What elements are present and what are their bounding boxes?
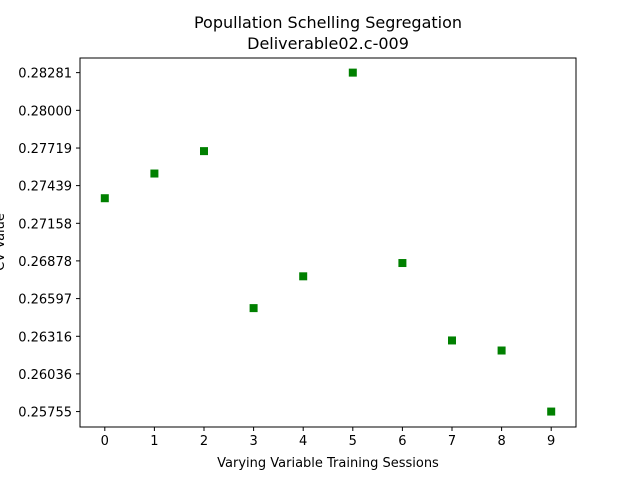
data-point	[100, 194, 109, 203]
data-point	[200, 147, 208, 156]
x-tick-label: 3	[249, 434, 257, 449]
x-tick-label: 8	[497, 434, 505, 449]
x-axis-ticks: 0 1 2 3 4 5 6 7 8 9	[101, 427, 555, 449]
y-axis-ticks: 0.25755 0.26036 0.26316 0.26597 0.26878 0.271…	[18, 67, 80, 421]
data-point	[547, 407, 556, 416]
x-tick-label: 7	[448, 434, 456, 449]
chart-title: Popullation Schelling Segregation	[194, 13, 462, 32]
y-tick-label: 0.25755	[18, 406, 72, 421]
y-tick-label: 0.28281	[18, 67, 72, 82]
y-tick-label: 0.28000	[18, 104, 72, 119]
chart-subtitle: Deliverable02.c-009	[247, 34, 409, 53]
data-point	[299, 272, 308, 281]
data-point	[150, 169, 159, 178]
data-point	[497, 346, 506, 355]
x-tick-label: 4	[299, 434, 307, 449]
y-axis-label: CV Value	[0, 213, 8, 271]
data-points	[100, 68, 556, 416]
x-tick-label: 5	[349, 434, 357, 449]
x-tick-label: 2	[200, 434, 208, 449]
y-tick-label: 0.26878	[18, 255, 72, 270]
data-point	[448, 336, 456, 345]
y-tick-label: 0.27439	[18, 180, 72, 195]
x-axis-label: Varying Variable Training Sessions	[217, 456, 439, 471]
data-point	[348, 68, 357, 77]
y-tick-label: 0.27719	[18, 142, 72, 157]
y-tick-label: 0.26036	[18, 368, 72, 383]
y-tick-label: 0.26597	[18, 293, 72, 308]
y-tick-label: 0.26316	[18, 330, 72, 345]
plot-area	[79, 57, 577, 428]
data-point	[249, 304, 258, 313]
x-tick-label: 6	[398, 434, 406, 449]
x-tick-label: 1	[150, 434, 158, 449]
x-tick-label: 0	[101, 434, 109, 449]
data-point	[398, 259, 407, 268]
y-tick-label: 0.27158	[18, 217, 72, 232]
x-tick-label: 9	[547, 434, 555, 449]
